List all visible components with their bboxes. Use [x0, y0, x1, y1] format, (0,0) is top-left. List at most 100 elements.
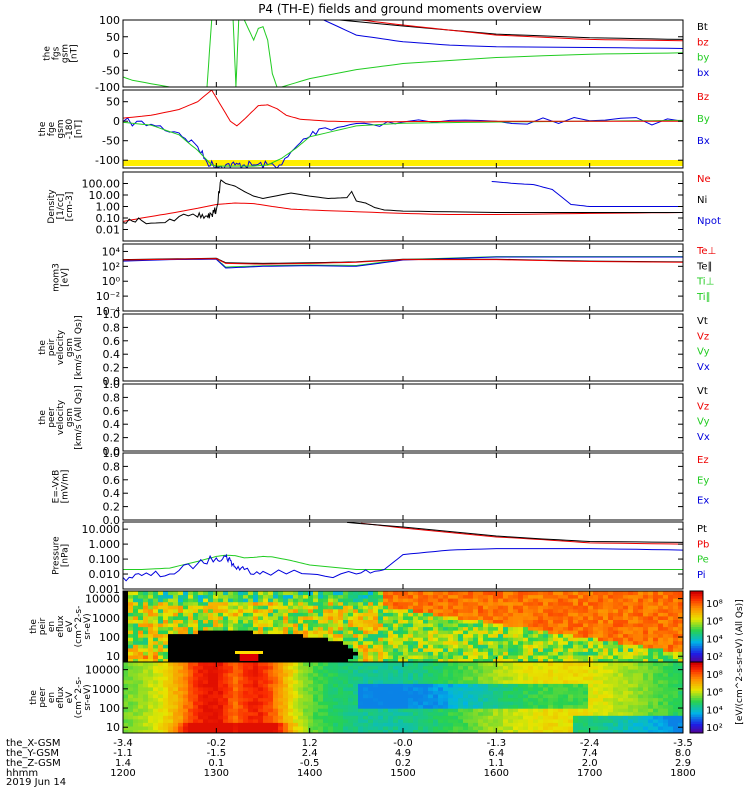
heatmap-cell	[423, 715, 429, 720]
heatmap-cell	[448, 654, 454, 659]
colorbar-segment	[690, 647, 703, 651]
heatmap-cell	[518, 598, 524, 603]
heatmap-cell	[438, 715, 444, 720]
heatmap-cell	[508, 626, 514, 631]
heatmap-cell	[668, 612, 674, 617]
heatmap-cell	[178, 654, 184, 659]
heatmap-cell	[598, 605, 604, 610]
heatmap-cell	[163, 591, 169, 596]
heatmap-cell	[243, 644, 249, 649]
heatmap-cell	[233, 718, 239, 723]
heatmap-cell	[428, 722, 434, 727]
heatmap-cell	[498, 612, 504, 617]
heatmap-cell	[153, 718, 159, 723]
heatmap-cell	[498, 623, 504, 628]
heatmap-cell	[613, 644, 619, 649]
heatmap-cell	[533, 654, 539, 659]
heatmap-cell	[343, 633, 349, 638]
heatmap-cell	[253, 605, 259, 610]
y-tick-label: 0.001	[89, 583, 121, 596]
heatmap-cell	[213, 725, 219, 730]
heatmap-cell	[473, 658, 479, 662]
heatmap-cell	[633, 598, 639, 603]
heatmap-cell	[183, 644, 189, 649]
heatmap-cell	[338, 630, 344, 635]
heatmap-cell	[488, 686, 494, 691]
heatmap-cell	[208, 630, 214, 635]
heatmap-cell	[568, 654, 574, 659]
heatmap-cell	[168, 690, 174, 695]
heatmap-cell	[323, 715, 329, 720]
heatmap-cell	[258, 591, 264, 596]
heatmap-cell	[338, 605, 344, 610]
heatmap-cell	[238, 637, 244, 642]
heatmap-cell	[588, 676, 594, 681]
heatmap-cell	[473, 647, 479, 652]
heatmap-cell	[258, 608, 264, 613]
heatmap-cell	[378, 637, 384, 642]
heatmap-cell	[588, 608, 594, 613]
heatmap-cell	[138, 690, 144, 695]
heatmap-cell	[373, 725, 379, 730]
heatmap-cell	[443, 704, 449, 709]
heatmap-cell	[613, 654, 619, 659]
heatmap-cell	[548, 640, 554, 645]
heatmap-cell	[613, 601, 619, 606]
heatmap-cell	[473, 665, 479, 670]
heatmap-cell	[358, 647, 364, 652]
heatmap-cell	[663, 623, 669, 628]
heatmap-cell	[423, 651, 429, 656]
heatmap-cell	[368, 669, 374, 674]
heatmap-cell	[148, 654, 154, 659]
heatmap-cell	[438, 662, 444, 667]
heatmap-cell	[528, 637, 534, 642]
heatmap-cell	[558, 694, 564, 699]
heatmap-cell	[308, 619, 314, 624]
heatmap-cell	[673, 605, 679, 610]
heatmap-cell	[403, 690, 409, 695]
heatmap-cell	[363, 601, 369, 606]
heatmap-cell	[493, 633, 499, 638]
heatmap-cell	[398, 722, 404, 727]
heatmap-cell	[583, 644, 589, 649]
heatmap-cell	[428, 672, 434, 677]
heatmap-cell	[478, 637, 484, 642]
heatmap-cell	[188, 623, 194, 628]
heatmap-cell	[218, 598, 224, 603]
heatmap-cell	[613, 701, 619, 706]
heatmap-cell	[293, 690, 299, 695]
heatmap-cell	[498, 676, 504, 681]
heatmap-cell	[558, 708, 564, 713]
heatmap-cell	[373, 640, 379, 645]
heatmap-cell	[248, 623, 254, 628]
heatmap-cell	[388, 630, 394, 635]
heatmap-cell	[223, 630, 229, 635]
heatmap-cell	[273, 598, 279, 603]
heatmap-cell	[413, 658, 419, 662]
heatmap-cell	[568, 722, 574, 727]
heatmap-cell	[563, 633, 569, 638]
heatmap-cell	[318, 612, 324, 617]
heatmap-cell	[168, 715, 174, 720]
heatmap-cell	[648, 669, 654, 674]
heatmap-cell	[238, 633, 244, 638]
heatmap-cell	[328, 690, 334, 695]
heatmap-cell	[583, 665, 589, 670]
heatmap-cell	[228, 676, 234, 681]
heatmap-cell	[318, 619, 324, 624]
heatmap-cell	[163, 626, 169, 631]
heatmap-cell	[203, 615, 209, 620]
heatmap-cell	[573, 676, 579, 681]
y-tick-label: 10.000	[82, 523, 121, 536]
heatmap-cell	[398, 665, 404, 670]
heatmap-cell	[223, 619, 229, 624]
heatmap-cell	[413, 679, 419, 684]
heatmap-cell	[453, 605, 459, 610]
heatmap-cell	[303, 598, 309, 603]
heatmap-cell	[538, 697, 544, 702]
heatmap-cell	[578, 669, 584, 674]
heatmap-cell	[568, 669, 574, 674]
heatmap-cell	[678, 683, 683, 688]
